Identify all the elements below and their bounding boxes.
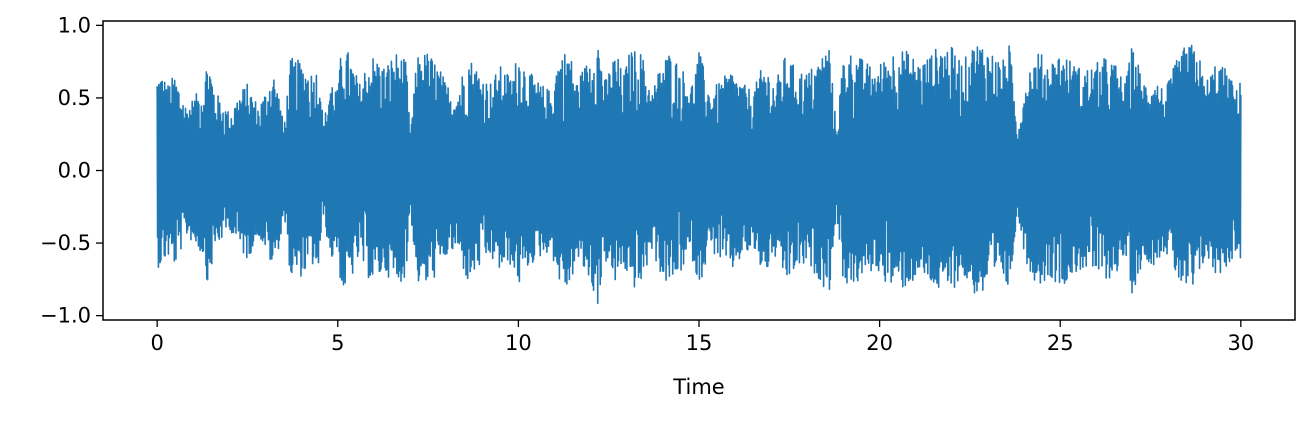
x-axis: 0 5 10 15 20 25 30 (150, 320, 1254, 355)
plot-area (156, 44, 1242, 305)
y-tick-label: −1.0 (40, 304, 91, 328)
x-tick-label: 10 (505, 331, 532, 355)
x-axis-label: Time (672, 375, 724, 399)
y-tick-label: −0.5 (40, 231, 91, 255)
y-tick-label: 1.0 (58, 13, 91, 37)
x-tick-label: 20 (866, 331, 893, 355)
x-tick-label: 5 (331, 331, 344, 355)
x-tick-label: 30 (1227, 331, 1254, 355)
y-axis: 1.0 0.5 0.0 −0.5 −1.0 (40, 13, 103, 328)
waveform-line (156, 44, 1242, 305)
x-tick-label: 15 (686, 331, 713, 355)
x-tick-label: 25 (1047, 331, 1074, 355)
y-tick-label: 0.5 (58, 86, 91, 110)
y-tick-label: 0.0 (58, 159, 91, 183)
x-tick-label: 0 (150, 331, 163, 355)
